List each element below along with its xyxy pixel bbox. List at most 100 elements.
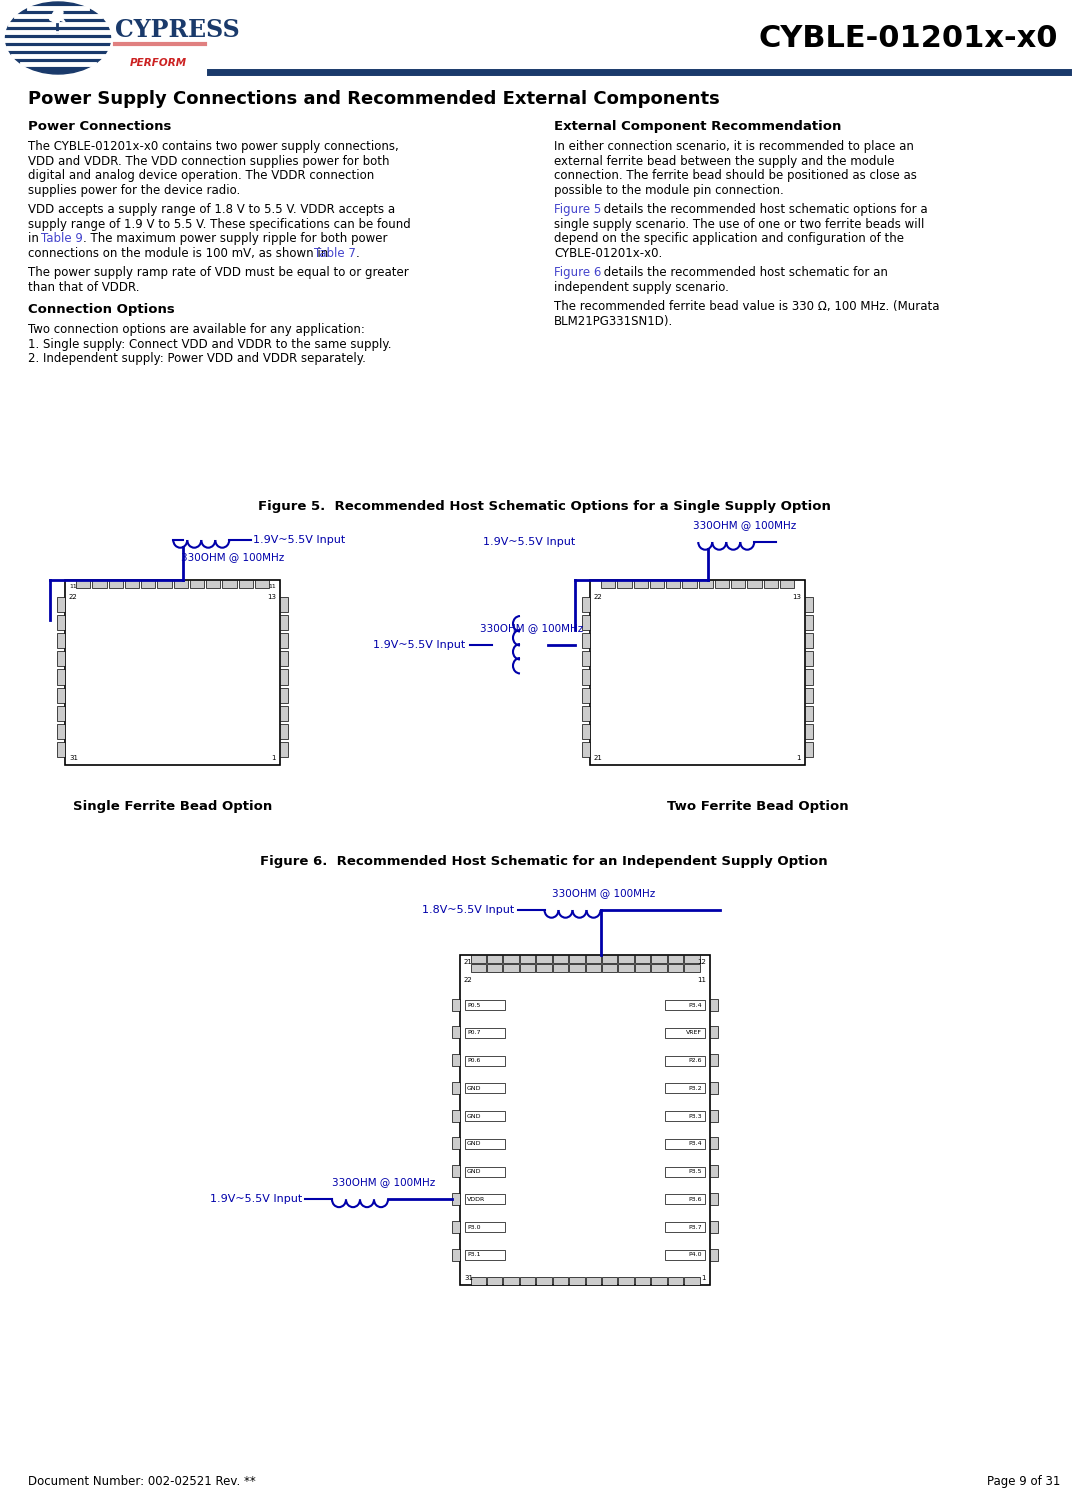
Text: P0.6: P0.6 — [467, 1058, 481, 1064]
Bar — [280, 669, 288, 685]
Bar — [465, 1083, 505, 1094]
Text: CYBLE-01201x-x0.: CYBLE-01201x-x0. — [554, 247, 663, 259]
Bar — [57, 633, 65, 648]
Bar — [668, 963, 683, 972]
Bar — [452, 1221, 460, 1233]
Bar — [452, 1249, 460, 1261]
Text: Table 9: Table 9 — [41, 232, 83, 245]
Text: 1.8V~5.5V Input: 1.8V~5.5V Input — [422, 905, 515, 916]
Bar — [601, 580, 615, 588]
Bar — [109, 580, 123, 588]
Bar — [582, 633, 590, 648]
Bar — [92, 580, 107, 588]
Bar — [487, 954, 503, 963]
Text: P3.2: P3.2 — [689, 1086, 702, 1091]
Bar — [668, 1278, 683, 1285]
Text: connections on the module is 100 mV, as shown in: connections on the module is 100 mV, as … — [28, 247, 332, 259]
Bar — [698, 580, 713, 588]
Text: GND: GND — [467, 1086, 482, 1091]
Bar — [805, 633, 813, 648]
Text: CYBLE-01201x-x0: CYBLE-01201x-x0 — [758, 24, 1058, 52]
Text: 13: 13 — [267, 594, 276, 600]
Bar — [452, 1137, 460, 1149]
Bar — [634, 963, 651, 972]
Bar — [710, 1192, 718, 1204]
Text: PERFORM: PERFORM — [129, 58, 187, 67]
Bar — [280, 597, 288, 612]
Bar — [652, 1278, 667, 1285]
Bar — [520, 954, 535, 963]
Bar — [465, 1138, 505, 1149]
Text: details the recommended host schematic for an: details the recommended host schematic f… — [599, 266, 888, 278]
Bar — [520, 963, 535, 972]
Bar — [665, 1056, 705, 1065]
Text: Single Ferrite Bead Option: Single Ferrite Bead Option — [73, 800, 272, 812]
Bar — [452, 1165, 460, 1177]
Text: VDDR: VDDR — [467, 1197, 485, 1201]
Text: 330OHM @ 100MHz: 330OHM @ 100MHz — [693, 521, 796, 530]
Bar — [238, 580, 252, 588]
Text: 22: 22 — [463, 977, 473, 983]
Bar — [125, 580, 139, 588]
Bar — [280, 724, 288, 739]
Bar — [465, 1167, 505, 1177]
Text: digital and analog device operation. The VDDR connection: digital and analog device operation. The… — [28, 169, 374, 183]
Text: Figure 5.  Recommended Host Schematic Options for a Single Supply Option: Figure 5. Recommended Host Schematic Opt… — [258, 500, 830, 513]
Bar — [553, 954, 568, 963]
Bar — [805, 724, 813, 739]
Text: 1.9V~5.5V Input: 1.9V~5.5V Input — [210, 1194, 302, 1204]
Bar — [520, 1278, 535, 1285]
Text: 11: 11 — [697, 977, 706, 983]
Bar — [470, 1278, 486, 1285]
Bar — [536, 1278, 552, 1285]
Text: supply range of 1.9 V to 5.5 V. These specifications can be found: supply range of 1.9 V to 5.5 V. These sp… — [28, 217, 411, 230]
Bar — [460, 954, 710, 1285]
Bar — [617, 580, 631, 588]
Text: 12: 12 — [697, 959, 706, 965]
Bar — [747, 580, 762, 588]
Text: P3.4: P3.4 — [689, 1141, 702, 1146]
Bar — [582, 688, 590, 703]
Bar — [710, 1165, 718, 1177]
Bar — [465, 1222, 505, 1233]
Bar — [569, 954, 584, 963]
Text: 31: 31 — [463, 1275, 473, 1281]
Bar — [710, 1221, 718, 1233]
Bar — [57, 615, 65, 630]
Bar — [665, 1083, 705, 1094]
Text: Table 7: Table 7 — [314, 247, 356, 259]
Bar — [602, 954, 617, 963]
Bar — [280, 742, 288, 757]
Bar — [585, 1278, 601, 1285]
Bar — [710, 1249, 718, 1261]
Bar — [585, 954, 601, 963]
Bar — [634, 1278, 651, 1285]
Text: connection. The ferrite bead should be positioned as close as: connection. The ferrite bead should be p… — [554, 169, 917, 183]
Bar — [710, 1026, 718, 1038]
Text: than that of VDDR.: than that of VDDR. — [28, 281, 139, 293]
Bar — [569, 1278, 584, 1285]
Bar — [764, 580, 778, 588]
Bar — [504, 963, 519, 972]
Text: 1.9V~5.5V Input: 1.9V~5.5V Input — [483, 537, 574, 548]
Text: P3.1: P3.1 — [467, 1252, 481, 1258]
Bar — [452, 1192, 460, 1204]
Text: 11: 11 — [69, 583, 77, 589]
Bar — [634, 954, 651, 963]
Text: 330OHM @ 100MHz: 330OHM @ 100MHz — [553, 889, 656, 898]
Bar — [141, 580, 156, 588]
Bar — [665, 999, 705, 1010]
Bar — [665, 1194, 705, 1204]
Bar — [805, 742, 813, 757]
Text: P3.0: P3.0 — [467, 1225, 481, 1230]
Bar — [465, 1056, 505, 1065]
Text: P3.5: P3.5 — [689, 1170, 702, 1174]
Bar — [189, 580, 205, 588]
Text: GND: GND — [467, 1170, 482, 1174]
Bar — [805, 688, 813, 703]
Text: Document Number: 002-02521 Rev. **: Document Number: 002-02521 Rev. ** — [28, 1475, 256, 1489]
Bar — [682, 580, 696, 588]
Bar — [618, 954, 634, 963]
Bar — [665, 1138, 705, 1149]
Bar — [255, 580, 269, 588]
